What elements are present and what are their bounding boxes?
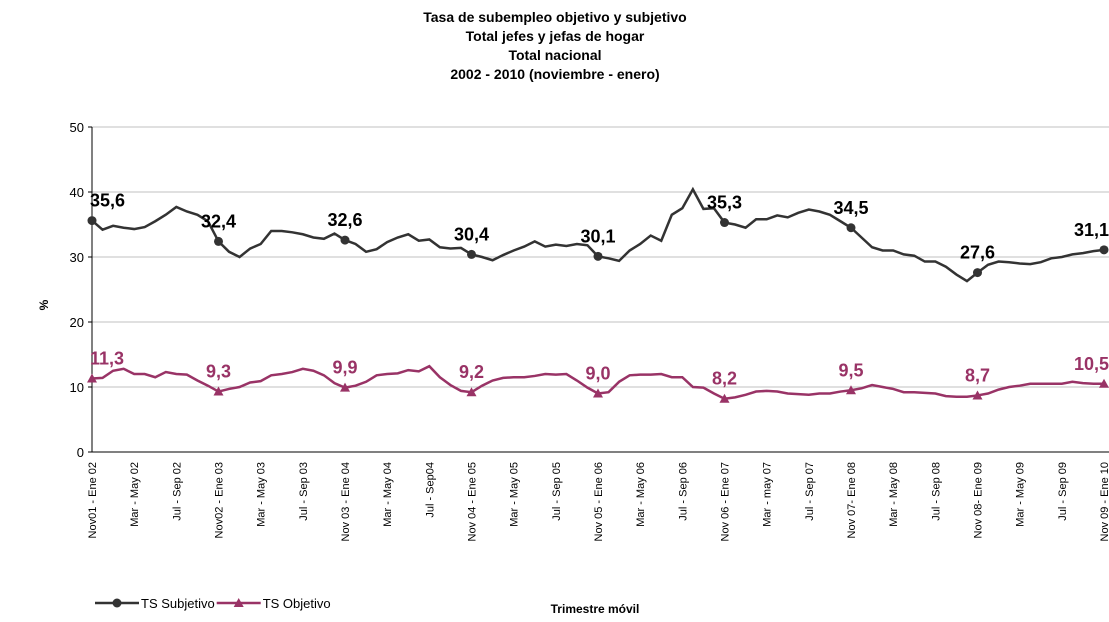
data-label: 35,3 (707, 193, 742, 213)
marker (719, 393, 730, 403)
data-label: 27,6 (960, 243, 995, 263)
marker (340, 382, 350, 392)
y-tick-label: 0 (77, 445, 84, 460)
data-label: 9,5 (838, 360, 863, 380)
data-label: 35,6 (90, 191, 125, 211)
x-tick-label: Nov02 - Ene 03 (214, 462, 226, 538)
data-label: 34,5 (833, 198, 868, 218)
marker (593, 251, 603, 261)
y-tick-label: 10 (70, 380, 84, 395)
x-tick-label: Jul - Sep 05 (551, 462, 563, 521)
x-tick-label: Nov01 - Ene 02 (87, 462, 99, 538)
y-tick-label: 40 (70, 185, 84, 200)
legend-label: TS Subjetivo (141, 596, 215, 611)
x-tick-label: Jul - Sep 06 (677, 462, 689, 521)
data-label: 30,4 (454, 224, 489, 244)
marker (214, 236, 223, 246)
marker (846, 223, 856, 233)
marker (972, 390, 983, 400)
x-tick-label: Nov 05 - Ene 06 (593, 462, 605, 542)
data-label: 8,2 (712, 369, 737, 389)
x-tick-label: Jul - Sep04 (424, 462, 436, 518)
data-label: 9,9 (332, 358, 357, 378)
x-tick-label: Mar - May 08 (888, 462, 900, 527)
marker (720, 218, 729, 228)
marker (973, 268, 982, 278)
marker (846, 385, 856, 395)
marker (340, 235, 350, 245)
marker (87, 216, 97, 226)
x-tick-label: Mar - May 05 (509, 462, 521, 527)
x-tick-label: Mar - May 09 (1015, 462, 1027, 527)
x-tick-label: Mar - May 06 (635, 462, 647, 527)
marker (213, 386, 224, 396)
x-tick-label: Mar - May 02 (129, 462, 141, 527)
x-tick-label: Nov 08- Ene 09 (973, 462, 985, 538)
x-tick-label: Mar - May 03 (256, 462, 268, 527)
data-label: 9,3 (206, 362, 231, 382)
y-tick-label: 50 (70, 120, 84, 135)
legend-marker (233, 598, 244, 607)
x-tick-label: Nov 04 - Ene 05 (467, 462, 479, 542)
data-label: 30,1 (580, 226, 615, 246)
data-label: 10,5 (1074, 354, 1109, 374)
x-tick-label: Jul - Sep 08 (930, 462, 942, 521)
data-label: 9,0 (585, 364, 610, 384)
data-label: 32,6 (327, 210, 362, 230)
data-label: 31,1 (1074, 220, 1109, 240)
x-tick-label: Mar - may 07 (762, 462, 774, 527)
y-tick-label: 20 (70, 315, 84, 330)
y-axis-label: % (37, 299, 51, 310)
x-tick-label: Jul - Sep 07 (804, 462, 816, 521)
marker (87, 373, 97, 383)
legend-label: TS Objetivo (263, 596, 331, 611)
x-tick-label: Nov 07- Ene 08 (846, 462, 858, 538)
data-label: 8,7 (965, 365, 990, 385)
chart-title: Total jefes y jefas de hogar (466, 28, 645, 44)
marker (466, 387, 477, 397)
marker (467, 249, 476, 259)
x-tick-label: Nov 09 - Ene 10 (1099, 462, 1109, 542)
legend-marker (112, 598, 122, 608)
chart-title: Total nacional (508, 47, 601, 63)
x-tick-label: Jul - Sep 02 (171, 462, 183, 521)
data-label: 9,2 (459, 362, 484, 382)
x-tick-label: Nov 06 - Ene 07 (720, 462, 732, 542)
data-label: 32,4 (201, 211, 236, 231)
chart-title: 2002 - 2010 (noviembre - enero) (450, 66, 659, 82)
x-tick-label: Nov 03 - Ene 04 (340, 462, 352, 542)
marker (1099, 245, 1109, 255)
data-label: 11,3 (90, 349, 124, 369)
chart-title: Tasa de subempleo objetivo y subjetivo (423, 9, 686, 25)
y-tick-label: 30 (70, 250, 84, 265)
marker (1099, 378, 1109, 388)
x-axis-label: Trimestre móvil (551, 602, 640, 616)
marker (593, 388, 603, 398)
x-tick-label: Jul - Sep 03 (298, 462, 310, 521)
x-tick-label: Mar - May 04 (382, 462, 394, 527)
x-tick-label: Jul - Sep 09 (1057, 462, 1069, 521)
